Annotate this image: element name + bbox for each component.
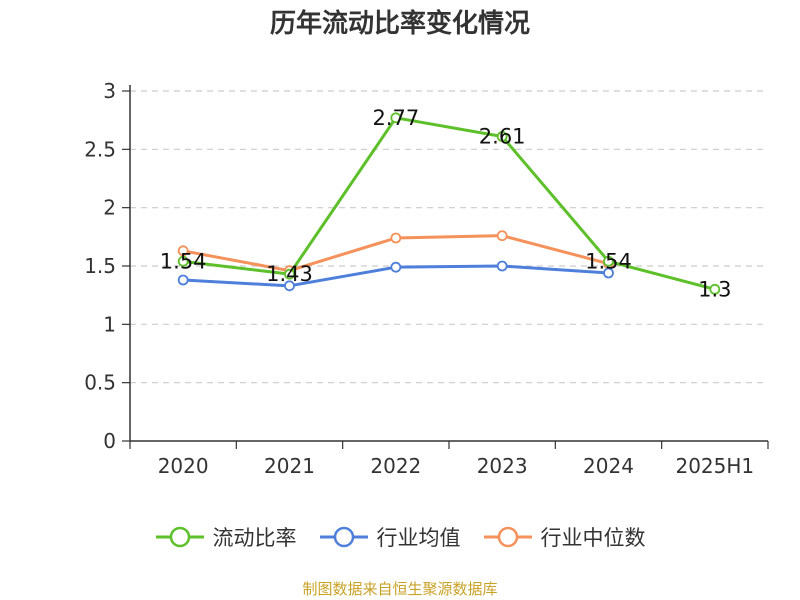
legend-item[interactable]: 行业均值 <box>319 522 461 552</box>
x-tick-label: 2021 <box>264 454 315 478</box>
data-point <box>603 255 614 267</box>
data-label: 1.54 <box>585 249 632 273</box>
legend-label: 行业中位数 <box>540 526 646 550</box>
y-tick-label: 0.5 <box>84 371 116 395</box>
data-point <box>603 267 614 279</box>
data-point <box>496 260 508 272</box>
x-tick-label: 2020 <box>158 454 209 478</box>
data-label: 1.3 <box>698 277 731 301</box>
data-label: 1.43 <box>266 262 313 286</box>
source-note: 制图数据来自恒生聚源数据库 <box>302 580 498 598</box>
axes: 0 0.5 1 1.5 2 2.5 3 2020 2021 2022 2023 2024 2025H1 <box>84 79 769 478</box>
chart-title: 历年流动比率变化情况 <box>269 9 530 39</box>
legend-item[interactable]: 流动比率 <box>155 522 297 552</box>
data-point <box>709 283 721 295</box>
data-label: 1.54 <box>160 249 207 273</box>
data-labels: 1.54 1.43 2.77 2.61 1.54 1.3 <box>160 106 732 302</box>
legend-label: 行业均值 <box>376 526 461 550</box>
data-point <box>390 232 402 244</box>
x-tick-label: 2025H1 <box>675 454 754 478</box>
series-lines <box>177 112 721 295</box>
legend: 流动比率 行业均值 行业中位数 <box>0 520 800 554</box>
series-line <box>182 116 716 291</box>
data-point <box>177 245 189 257</box>
data-point <box>284 268 295 280</box>
y-tick-label: 2.5 <box>84 137 116 161</box>
y-tick-label: 1.5 <box>84 254 116 278</box>
x-tick-label: 2023 <box>477 454 528 478</box>
data-point <box>496 131 508 142</box>
legend-line-circle-icon <box>319 526 368 548</box>
y-tick-label: 0 <box>103 429 116 453</box>
y-tick-label: 3 <box>103 79 116 103</box>
data-point <box>390 261 402 273</box>
y-tick-label: 2 <box>103 196 116 220</box>
data-point <box>177 255 189 267</box>
y-tick-label: 1 <box>103 312 116 336</box>
data-point <box>284 280 295 292</box>
data-label: 2.77 <box>372 106 419 130</box>
x-tick-label: 2022 <box>370 454 421 478</box>
legend-line-circle-icon <box>155 526 204 548</box>
legend-label: 流动比率 <box>212 526 297 550</box>
legend-item[interactable]: 行业中位数 <box>483 522 646 552</box>
legend-line-circle-icon <box>483 526 532 548</box>
data-point <box>496 230 508 242</box>
data-label: 2.61 <box>479 125 526 149</box>
data-point <box>390 112 402 124</box>
data-point <box>177 274 189 286</box>
x-tick-label: 2024 <box>583 454 634 478</box>
